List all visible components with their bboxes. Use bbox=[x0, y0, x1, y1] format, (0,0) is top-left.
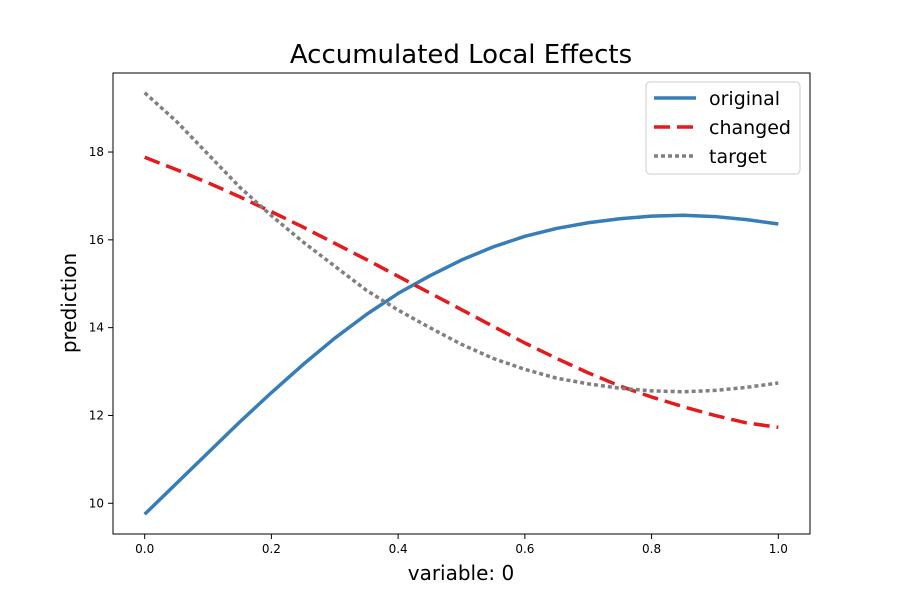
x-tick-label: 1.0 bbox=[769, 542, 788, 556]
legend: original changed target bbox=[645, 81, 801, 175]
axes-frame bbox=[112, 72, 811, 535]
x-axis-ticks: 0.0 0.2 0.4 0.6 0.8 1.0 bbox=[135, 534, 788, 556]
x-tick-label: 0.6 bbox=[515, 542, 534, 556]
chart-title: Accumulated Local Effects bbox=[290, 40, 632, 70]
x-axis-label: variable: 0 bbox=[408, 561, 515, 585]
y-axis-label: prediction bbox=[57, 253, 81, 353]
legend-box bbox=[645, 81, 801, 175]
y-tick-label: 12 bbox=[89, 408, 104, 422]
legend-label-target: target bbox=[709, 146, 767, 168]
y-tick-label: 14 bbox=[89, 321, 104, 335]
y-axis-ticks: 10 12 14 16 18 bbox=[89, 145, 113, 510]
x-tick-label: 0.2 bbox=[262, 542, 281, 556]
series-line-target bbox=[143, 91, 779, 394]
y-tick-label: 10 bbox=[89, 496, 104, 510]
y-tick-label: 16 bbox=[89, 233, 104, 247]
legend-label-original: original bbox=[709, 88, 780, 110]
series-lines bbox=[143, 91, 779, 516]
x-tick-label: 0.0 bbox=[135, 542, 154, 556]
x-tick-label: 0.4 bbox=[389, 542, 408, 556]
y-tick-label: 18 bbox=[89, 145, 104, 159]
series-line-original bbox=[143, 213, 779, 516]
series-line-changed bbox=[144, 155, 779, 430]
legend-label-changed: changed bbox=[709, 117, 791, 139]
x-tick-label: 0.8 bbox=[642, 542, 661, 556]
